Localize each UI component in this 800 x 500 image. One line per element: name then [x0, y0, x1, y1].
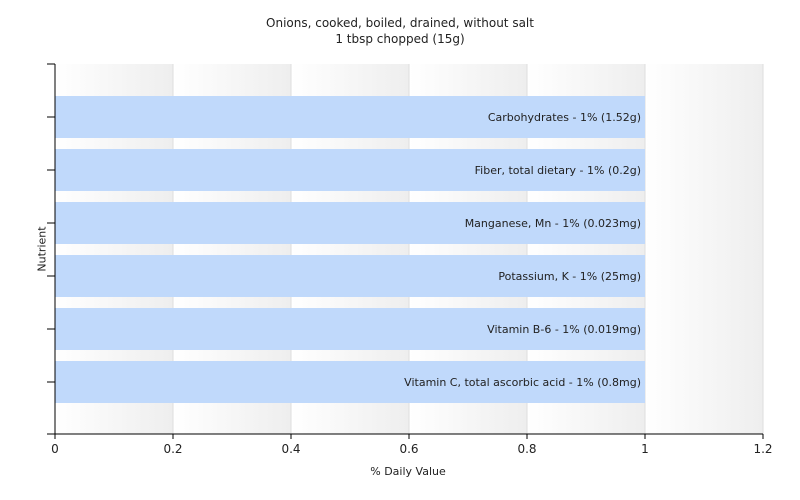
bar-3 [55, 202, 645, 244]
axes-group: 0 0.2 0.4 0.6 0.8 1 1.2 [47, 63, 773, 456]
x-tick-label: 0 [51, 442, 59, 456]
bar-label-2: Fiber, total dietary - 1% (0.2g) [475, 164, 641, 177]
x-tick-label: 0.4 [281, 442, 300, 456]
x-tick-label: 0.8 [517, 442, 536, 456]
bar-label-6: Vitamin C, total ascorbic acid - 1% (0.8… [404, 376, 641, 389]
bar-1 [55, 96, 645, 138]
x-tick-label: 1 [641, 442, 649, 456]
x-tick-label: 1.2 [753, 442, 772, 456]
y-axis-title: Nutrient [35, 226, 49, 272]
bar-2 [55, 149, 645, 191]
x-tick-label: 0.2 [163, 442, 182, 456]
chart-title: Onions, cooked, boiled, drained, without… [266, 16, 534, 30]
bar-label-3: Manganese, Mn - 1% (0.023mg) [465, 217, 641, 230]
bar-6 [55, 361, 645, 403]
bar-5 [55, 308, 645, 350]
grid-band [645, 64, 763, 434]
bars-group: Carbohydrates - 1% (1.52g) Fiber, total d… [55, 96, 645, 403]
x-axis-title: % Daily Value [370, 465, 446, 478]
bar-4 [55, 255, 645, 297]
bar-label-1: Carbohydrates - 1% (1.52g) [488, 111, 641, 124]
chart-subtitle: 1 tbsp chopped (15g) [335, 32, 465, 46]
x-tick-label: 0.6 [399, 442, 418, 456]
bar-label-4: Potassium, K - 1% (25mg) [498, 270, 641, 283]
bar-label-5: Vitamin B-6 - 1% (0.019mg) [487, 323, 641, 336]
